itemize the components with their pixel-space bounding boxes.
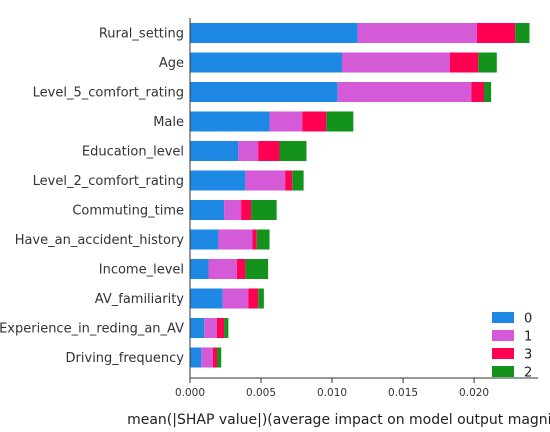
bar-segment-rural_setting-class-2 <box>515 23 530 43</box>
legend-label: 3 <box>524 348 532 363</box>
bar-segment-level_2_comfort_rating-class-2 <box>292 170 304 191</box>
bar-segment-av_familiarity-class-3 <box>248 288 259 309</box>
x-tick-label: 0.010 <box>317 387 347 399</box>
bar-segment-level_5_comfort_rating-class-1 <box>337 82 472 102</box>
category-labels: Rural_setting Age Level_5_comfort_rating Ma… <box>0 27 184 367</box>
bar-segment-driving_frequency-class-0 <box>190 347 202 368</box>
bar-segment-have_an_accident_history-class-3 <box>252 229 257 250</box>
bar-segment-male-class-2 <box>326 111 354 132</box>
bar-segment-have_an_accident_history-class-1 <box>218 229 253 250</box>
bar-segment-experience_in_reding_an_av-class-1 <box>204 318 217 338</box>
legend-swatch-class-3 <box>492 348 514 359</box>
bar-segment-have_an_accident_history-class-0 <box>190 229 219 250</box>
legend-label: 0 <box>524 312 532 327</box>
bar-segment-level_2_comfort_rating-class-0 <box>190 170 246 191</box>
bar-segment-experience_in_reding_an_av-class-0 <box>190 318 205 338</box>
x-tick-label: 0.000 <box>175 387 205 399</box>
category-label: Level_5_comfort_rating <box>33 86 184 101</box>
bar-segment-income_level-class-3 <box>236 259 246 279</box>
category-label: Commuting_time <box>72 204 184 219</box>
bar-segment-education_level-class-2 <box>279 141 307 161</box>
bar-segment-male-class-1 <box>269 111 303 132</box>
category-label: Level_2_comfort_rating <box>33 174 184 189</box>
bar-segment-age-class-1 <box>341 52 450 73</box>
bar-segment-level_5_comfort_rating-class-0 <box>190 82 338 102</box>
legend-swatch-class-1 <box>492 330 514 341</box>
bar-segment-education_level-class-3 <box>258 141 280 161</box>
x-axis: 0.000 0.005 0.010 0.015 0.020 <box>175 18 538 399</box>
category-label: Have_an_accident_history <box>15 233 185 248</box>
bar-segment-level_2_comfort_rating-class-3 <box>285 170 293 191</box>
bar-segment-rural_setting-class-0 <box>190 23 358 43</box>
bar-segment-experience_in_reding_an_av-class-3 <box>216 318 225 338</box>
bar-segment-income_level-class-2 <box>245 259 269 279</box>
bar-segment-driving_frequency-class-3 <box>212 347 217 368</box>
legend-label: 2 <box>524 366 532 381</box>
x-axis-title: mean(|SHAP value|)(average impact on mod… <box>127 412 550 428</box>
bar-segment-income_level-class-1 <box>208 259 237 279</box>
bar-segment-commuting_time-class-1 <box>224 200 242 220</box>
category-label: Education_level <box>82 145 184 160</box>
bar-segment-driving_frequency-class-1 <box>201 347 213 368</box>
bar-segment-level_5_comfort_rating-class-3 <box>471 82 485 102</box>
bar-segment-experience_in_reding_an_av-class-2 <box>224 318 229 338</box>
x-tick-label: 0.005 <box>246 387 276 399</box>
bar-segment-rural_setting-class-3 <box>476 23 516 43</box>
bar-segment-level_2_comfort_rating-class-1 <box>245 170 286 191</box>
bar-group <box>190 23 530 368</box>
bar-segment-av_familiarity-class-1 <box>222 288 249 309</box>
bar-segment-age-class-3 <box>449 52 479 73</box>
bar-segment-av_familiarity-class-0 <box>190 288 223 309</box>
bar-segment-male-class-3 <box>302 111 327 132</box>
legend-swatch-class-0 <box>492 312 514 323</box>
category-label: Income_level <box>99 263 184 278</box>
bar-segment-level_5_comfort_rating-class-2 <box>484 82 492 102</box>
category-label: AV_familiarity <box>95 292 185 307</box>
bar-segment-male-class-0 <box>190 111 270 132</box>
legend-swatch-class-2 <box>492 366 514 377</box>
legend: 0 1 3 2 <box>492 312 532 381</box>
bar-segment-have_an_accident_history-class-2 <box>256 229 270 250</box>
bar-segment-commuting_time-class-2 <box>251 200 277 220</box>
x-tick-label: 0.015 <box>388 387 418 399</box>
category-label: Rural_setting <box>99 27 184 42</box>
bar-segment-driving_frequency-class-2 <box>216 347 222 368</box>
bar-segment-av_familiarity-class-2 <box>258 288 264 309</box>
bar-segment-rural_setting-class-1 <box>357 23 477 43</box>
bar-segment-education_level-class-0 <box>190 141 239 161</box>
category-label: Male <box>153 115 184 130</box>
legend-label: 1 <box>524 330 532 345</box>
category-label: Driving_frequency <box>66 351 185 366</box>
bar-segment-age-class-2 <box>478 52 497 73</box>
bar-segment-age-class-0 <box>190 52 342 73</box>
bar-segment-education_level-class-1 <box>238 141 259 161</box>
category-label: Age <box>159 56 184 71</box>
x-tick-label: 0.020 <box>459 387 489 399</box>
bar-segment-commuting_time-class-0 <box>190 200 225 220</box>
bar-segment-commuting_time-class-3 <box>241 200 252 220</box>
category-label: Experience_in_reding_an_AV <box>0 322 184 337</box>
bar-segment-income_level-class-0 <box>190 259 209 279</box>
